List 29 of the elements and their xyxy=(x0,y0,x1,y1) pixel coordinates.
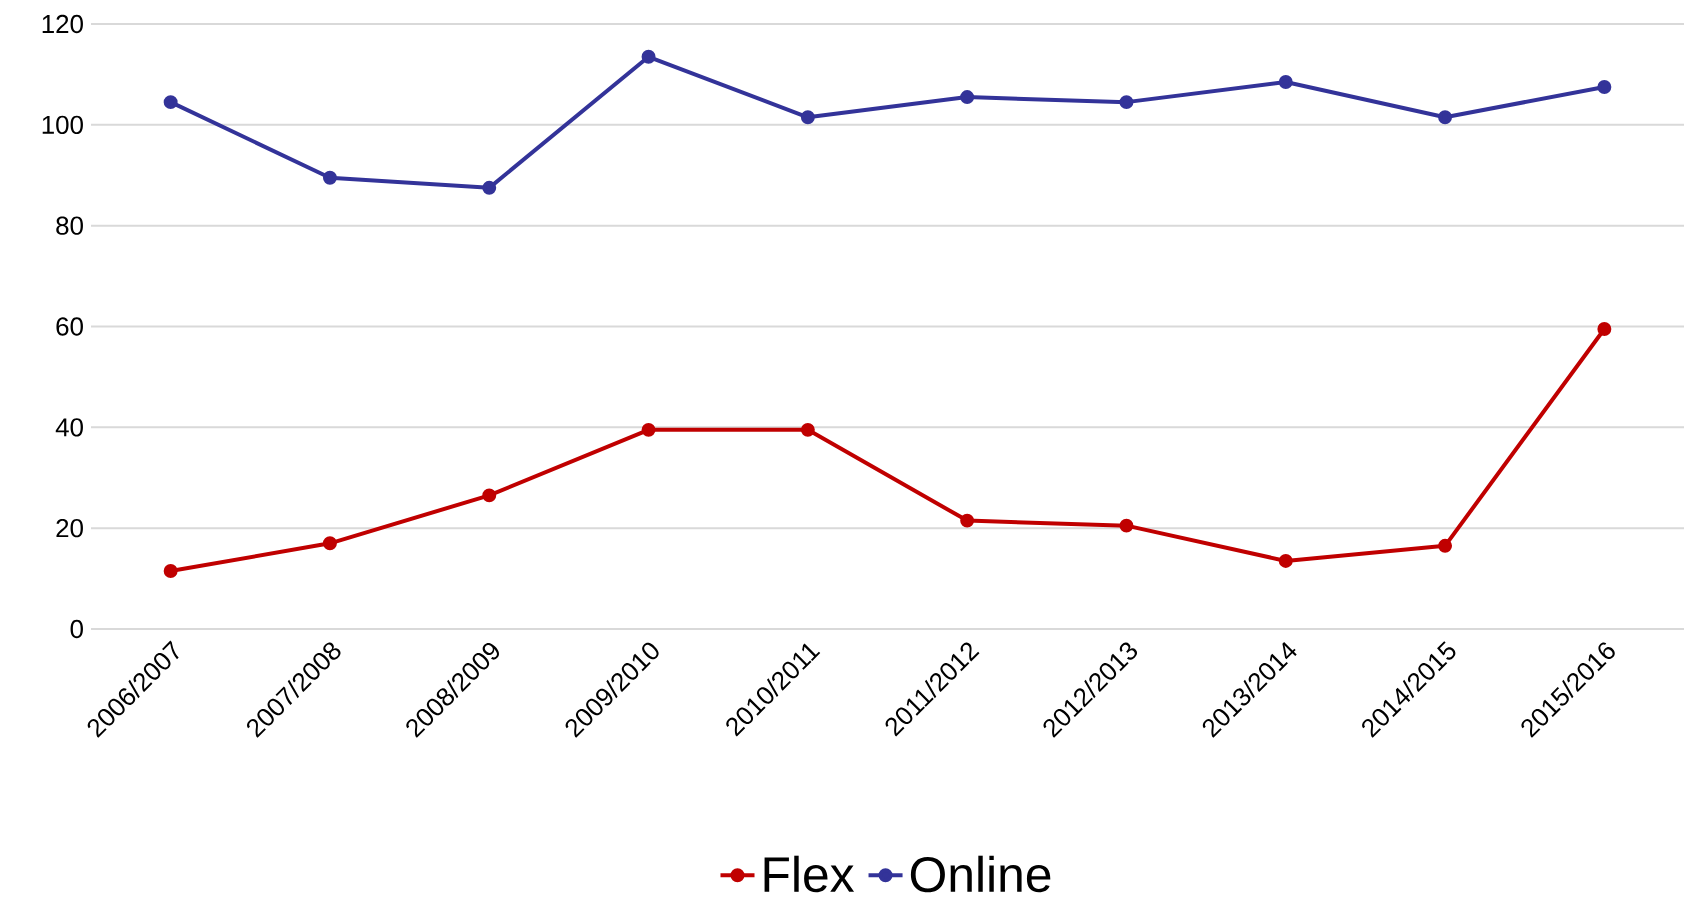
y-tick-label: 100 xyxy=(42,115,83,134)
point xyxy=(482,180,497,195)
point xyxy=(163,95,178,110)
point xyxy=(163,564,178,578)
point xyxy=(1438,538,1453,553)
y-tick-label: 120 xyxy=(42,14,83,34)
point xyxy=(960,90,975,105)
point xyxy=(482,488,497,503)
point xyxy=(800,422,815,437)
y-tick-label: 20 xyxy=(56,518,83,538)
point xyxy=(1119,95,1134,110)
point xyxy=(1597,80,1612,94)
y-tick-label: 0 xyxy=(70,619,83,639)
point xyxy=(800,110,815,125)
y-tick-label: 60 xyxy=(56,317,83,336)
point xyxy=(1438,110,1453,125)
point xyxy=(960,513,975,528)
point xyxy=(1119,518,1134,533)
y-tick-label: 40 xyxy=(55,418,83,437)
legend-label: Flex xyxy=(764,855,855,893)
point xyxy=(641,422,656,437)
y-tick-label: 80 xyxy=(56,216,83,235)
point xyxy=(641,49,656,64)
point xyxy=(322,536,337,551)
point xyxy=(1597,322,1612,336)
point xyxy=(1278,553,1293,568)
point xyxy=(1278,74,1293,89)
point xyxy=(322,170,337,185)
legend-label: Online xyxy=(910,855,1051,893)
